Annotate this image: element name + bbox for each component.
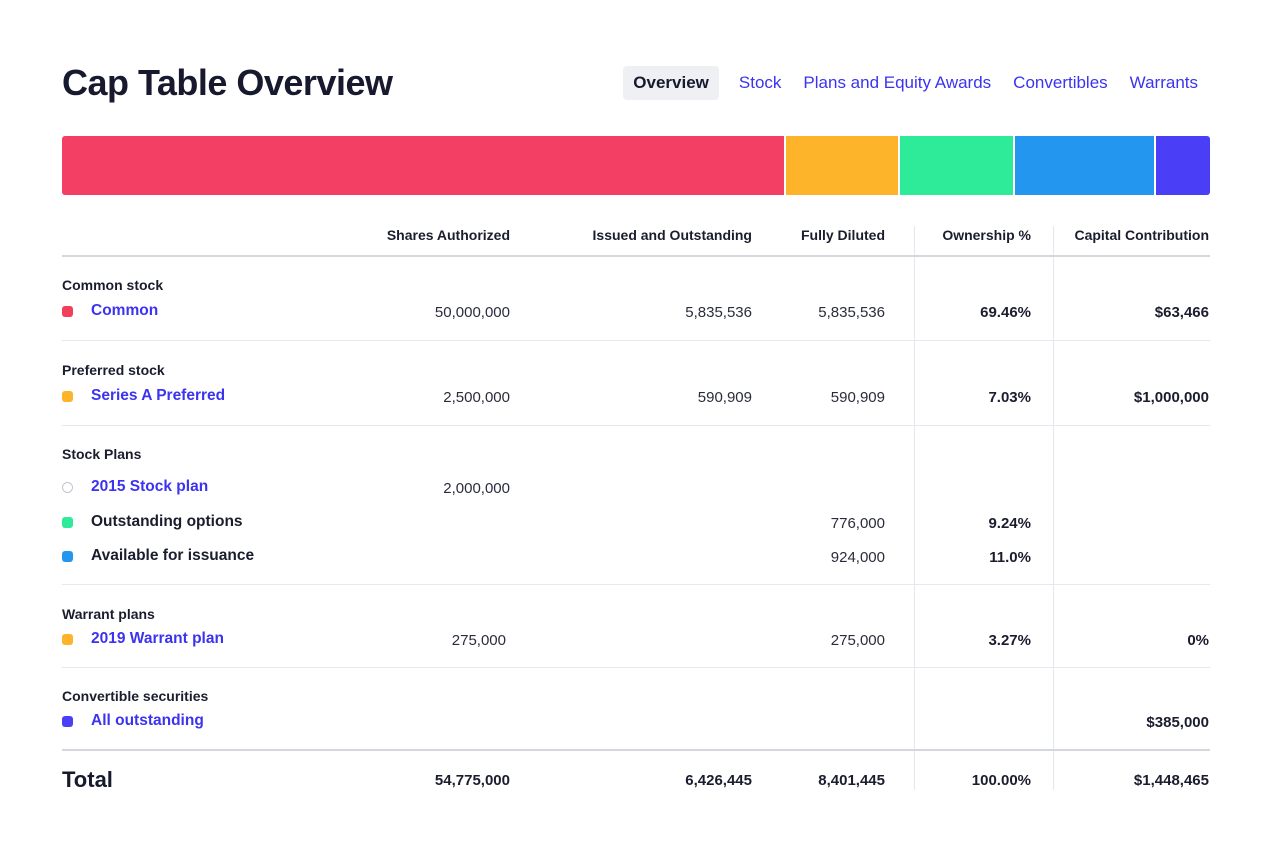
row-divider [62, 340, 1210, 341]
preferred-ownership: 7.03% [988, 389, 1031, 406]
header-ownership: Ownership % [942, 227, 1031, 243]
row-divider [62, 584, 1210, 585]
ownership-bar-segment [62, 136, 786, 195]
ownership-bar-segment [1155, 136, 1210, 195]
tab-stock[interactable]: Stock [738, 73, 782, 92]
common-diluted: 5,835,536 [818, 304, 885, 321]
ownership-bar-segment [900, 136, 1016, 195]
column-divider [1053, 226, 1054, 790]
group-label-warrant-plans: Warrant plans [62, 606, 155, 622]
stock-plan-authorized: 2,000,000 [443, 480, 510, 497]
ownership-bar-segment [1015, 136, 1156, 195]
common-color-swatch [62, 305, 73, 317]
tab-bar: Overview Stock Plans and Equity Awards C… [621, 66, 1208, 100]
header-capital-contribution: Capital Contribution [1074, 227, 1209, 243]
options-ownership: 9.24% [988, 515, 1031, 532]
preferred-issued: 590,909 [697, 389, 752, 406]
total-issued: 6,426,445 [685, 772, 752, 789]
warrant-color-swatch [62, 633, 73, 645]
convertibles-capital: $385,000 [1146, 714, 1209, 731]
tab-overview[interactable]: Overview [623, 66, 719, 100]
row-divider [62, 667, 1210, 668]
warrant-diluted: 275,000 [830, 632, 885, 649]
page-title: Cap Table Overview [62, 62, 393, 103]
options-diluted: 776,000 [830, 515, 885, 532]
preferred-authorized: 2,500,000 [443, 389, 510, 406]
series-a-color-swatch [62, 390, 73, 402]
total-divider [62, 749, 1210, 751]
row-outstanding-options: Outstanding options [62, 513, 243, 531]
convertibles-color-swatch [62, 715, 73, 727]
total-authorized: 54,775,000 [434, 772, 510, 789]
group-label-common: Common stock [62, 277, 164, 293]
header-divider [62, 255, 1210, 257]
tab-plans-equity-awards[interactable]: Plans and Equity Awards [803, 73, 992, 92]
all-outstanding-link[interactable]: All outstanding [91, 712, 204, 729]
total-capital: $1,448,465 [1133, 772, 1209, 789]
row-2015-stock-plan: 2015 Stock plan [62, 478, 208, 496]
warrant-ownership: 3.27% [988, 632, 1031, 649]
common-authorized: 50,000,000 [434, 304, 510, 321]
ownership-bar-segment [785, 136, 901, 195]
available-diluted: 924,000 [830, 549, 885, 566]
row-all-outstanding: All outstanding [62, 712, 204, 730]
warrant-capital: 0% [1187, 632, 1209, 649]
total-diluted: 8,401,445 [818, 772, 885, 789]
plan-ring-icon [62, 481, 73, 493]
row-divider [62, 425, 1210, 426]
series-a-preferred-link[interactable]: Series A Preferred [91, 387, 226, 404]
row-common: Common [62, 302, 158, 320]
header-issued-outstanding: Issued and Outstanding [592, 227, 752, 243]
total-label: Total [62, 767, 113, 792]
tab-warrants[interactable]: Warrants [1129, 73, 1198, 92]
available-color-swatch [62, 550, 73, 562]
total-ownership: 100.00% [971, 772, 1031, 789]
preferred-diluted: 590,909 [830, 389, 885, 406]
row-available-for-issuance: Available for issuance [62, 547, 254, 565]
stock-plan-2015-link[interactable]: 2015 Stock plan [91, 478, 209, 495]
ownership-bar [62, 136, 1210, 195]
group-label-preferred: Preferred stock [62, 362, 165, 378]
row-series-a-preferred: Series A Preferred [62, 387, 225, 405]
row-2019-warrant-plan: 2019 Warrant plan [62, 630, 224, 648]
column-divider [914, 226, 915, 790]
common-capital: $63,466 [1154, 304, 1209, 321]
available-ownership: 11.0% [989, 549, 1031, 566]
outstanding-options-color-swatch [62, 516, 73, 528]
group-label-stock-plans: Stock Plans [62, 446, 142, 462]
outstanding-options-label: Outstanding options [91, 513, 243, 530]
common-link[interactable]: Common [91, 302, 159, 319]
common-issued: 5,835,536 [685, 304, 752, 321]
warrant-authorized: 275,000 [451, 632, 506, 649]
tab-convertibles[interactable]: Convertibles [1013, 73, 1108, 92]
preferred-capital: $1,000,000 [1133, 389, 1209, 406]
header-fully-diluted: Fully Diluted [801, 227, 885, 243]
group-label-convertibles: Convertible securities [62, 688, 209, 704]
common-ownership: 69.46% [980, 304, 1031, 321]
header-shares-authorized: Shares Authorized [386, 227, 510, 243]
warrant-plan-2019-link[interactable]: 2019 Warrant plan [91, 630, 224, 647]
available-for-issuance-label: Available for issuance [91, 547, 255, 564]
